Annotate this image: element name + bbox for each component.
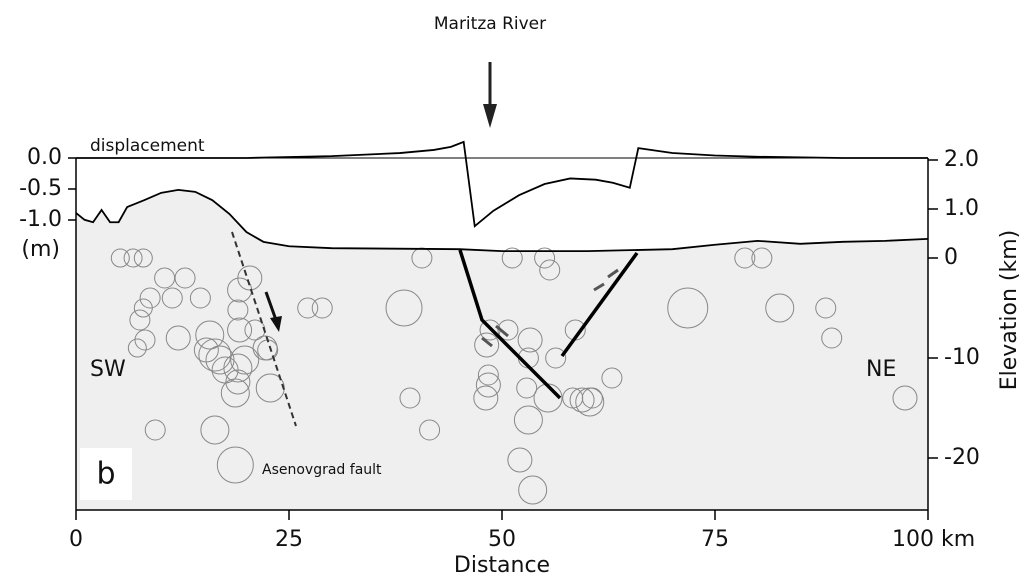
displacement-label: displacement — [90, 136, 205, 156]
river-arrow-head — [483, 104, 497, 128]
y-tick-label: -1.0 — [19, 207, 62, 232]
y-tick-label: -10 — [944, 345, 980, 370]
river-label: Maritza River — [434, 14, 546, 34]
sw-label: SW — [90, 357, 126, 382]
fault-label: Asenovgrad fault — [262, 462, 382, 478]
y-tick-label: -0.5 — [19, 176, 62, 201]
y-tick-label: 1.0 — [944, 196, 979, 221]
x-tick-label: 100 km — [892, 527, 975, 552]
chart: Maritza River displacement (m) SW NE b A… — [0, 0, 1032, 580]
x-tick-label: 0 — [69, 527, 83, 552]
x-tick-label: 75 — [701, 527, 729, 552]
x-axis-label: Distance — [454, 553, 550, 578]
y-tick-label: 0.0 — [27, 145, 62, 170]
unit-label: (m) — [21, 237, 60, 262]
panel-label: b — [96, 457, 115, 492]
y-axis-label: Elevation (km) — [997, 230, 1022, 391]
ne-label: NE — [866, 357, 896, 382]
y-tick-label: 0 — [944, 245, 958, 270]
topography-fill — [76, 190, 928, 510]
y-tick-label: -20 — [944, 445, 980, 470]
x-tick-label: 50 — [488, 527, 516, 552]
y-tick-label: 2.0 — [944, 147, 979, 172]
fill-layer — [76, 190, 928, 510]
x-tick-label: 25 — [275, 527, 303, 552]
